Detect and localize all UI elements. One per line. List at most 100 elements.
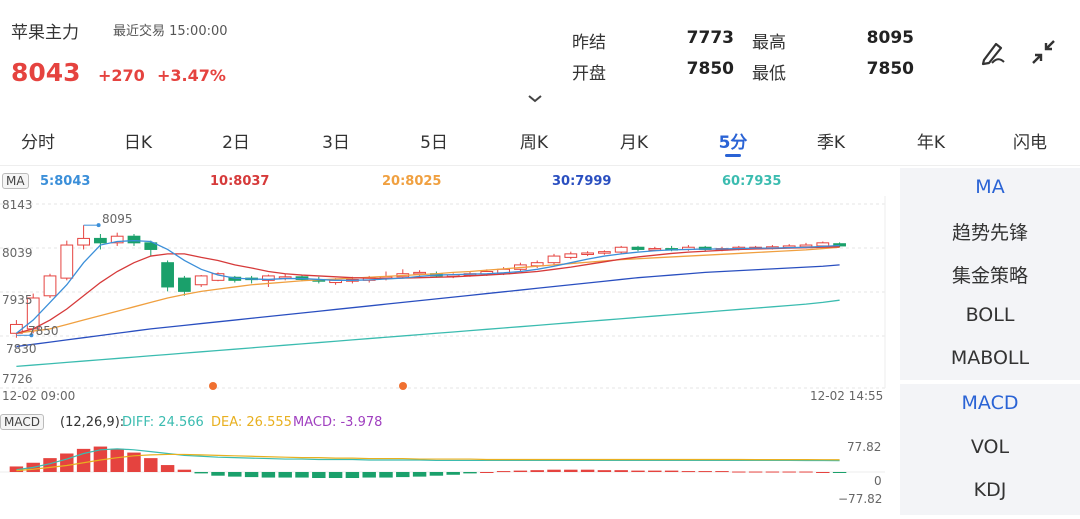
price-change: +270 bbox=[98, 66, 145, 85]
candle-body-3 bbox=[60, 244, 74, 279]
tab-1[interactable]: 日K bbox=[123, 133, 153, 153]
macd-bar-6 bbox=[110, 448, 124, 472]
candle-body-15 bbox=[262, 275, 275, 281]
side-divider bbox=[900, 380, 1080, 384]
macd-bar-7 bbox=[127, 452, 141, 472]
macd-bar-8 bbox=[144, 458, 158, 472]
high-value: 8095 bbox=[866, 28, 914, 48]
tab-5[interactable]: 周K bbox=[519, 133, 549, 153]
price-axis-low: 7935 bbox=[2, 293, 33, 307]
macd-bar-15 bbox=[261, 472, 276, 478]
ma-indicator-tag[interactable]: MA bbox=[2, 173, 29, 189]
tab-8[interactable]: 季K bbox=[816, 133, 846, 153]
macd-bar-13 bbox=[228, 472, 242, 477]
macd-bar-40 bbox=[681, 471, 696, 473]
candle-body-36 bbox=[614, 246, 628, 253]
kline-chart[interactable] bbox=[0, 168, 900, 515]
macd-axis-bottom: −77.82 bbox=[838, 492, 883, 506]
macd-axis-zero: 0 bbox=[874, 474, 882, 488]
candle-body-32 bbox=[547, 255, 561, 264]
side-item-maboll[interactable]: MABOLL bbox=[950, 347, 1030, 369]
collapse-icon[interactable] bbox=[1028, 36, 1060, 68]
tab-6[interactable]: 月K bbox=[619, 133, 649, 153]
time-axis-start: 12-02 09:00 bbox=[2, 389, 76, 403]
high-label: 最高 bbox=[752, 33, 786, 53]
indicator-side-menu: MA 趋势先锋集金策略 BOLL MABOLL MACD VOL KDJ bbox=[900, 168, 1080, 515]
candle-body-4 bbox=[77, 237, 90, 246]
macd-bar-45 bbox=[765, 471, 780, 473]
macd-bar-36 bbox=[614, 470, 628, 472]
divider bbox=[0, 165, 1080, 166]
macd-bar-44 bbox=[748, 471, 763, 473]
high-marker-dot bbox=[96, 223, 101, 228]
macd-axis-top: 77.82 bbox=[847, 440, 882, 454]
low-marker-label: 7850 bbox=[28, 324, 59, 338]
candle-body-2 bbox=[43, 275, 57, 297]
macd-bar-14 bbox=[244, 472, 259, 478]
kline-chart-svg[interactable] bbox=[0, 168, 900, 515]
side-item-vol[interactable]: VOL bbox=[970, 436, 1010, 458]
event-dot-2 bbox=[399, 382, 407, 390]
side-item-集金策略[interactable]: 集金策略 bbox=[951, 265, 1028, 287]
macd-bar-28 bbox=[480, 472, 494, 473]
ma10-line bbox=[16, 246, 840, 334]
ma60-line bbox=[16, 299, 840, 368]
recent-trade-time: 最近交易 15:00:00 bbox=[113, 24, 228, 39]
ma30-value: 30:7999 bbox=[552, 174, 612, 189]
macd-bar-29 bbox=[496, 471, 511, 473]
price-axis-top: 8143 bbox=[2, 198, 33, 212]
tab-0[interactable]: 分时 bbox=[21, 133, 55, 153]
draw-pen-icon[interactable] bbox=[978, 36, 1010, 68]
side-item-趋势先锋[interactable]: 趋势先锋 bbox=[951, 222, 1028, 244]
ma30-line bbox=[16, 264, 840, 348]
macd-bar-49 bbox=[832, 472, 847, 473]
low-label: 最低 bbox=[752, 64, 786, 84]
price-axis-bottom: 7726 bbox=[2, 372, 33, 386]
side-item-kdj[interactable]: KDJ bbox=[973, 479, 1007, 501]
low-marker-2: 7830 bbox=[6, 342, 37, 356]
ma10-value: 10:8037 bbox=[210, 174, 270, 189]
macd-bar-32 bbox=[547, 469, 561, 472]
candle-body-37 bbox=[631, 246, 645, 250]
open-value: 7850 bbox=[686, 59, 734, 79]
ma5-line bbox=[15, 239, 840, 334]
side-item-boll[interactable]: BOLL bbox=[965, 304, 1015, 326]
macd-bar-20 bbox=[345, 472, 360, 479]
macd-indicator-tag[interactable]: MACD bbox=[0, 414, 44, 430]
ma20-line bbox=[16, 246, 840, 334]
price-change-pct: +3.47% bbox=[157, 66, 226, 85]
macd-bar-16 bbox=[278, 472, 292, 478]
tab-10[interactable]: 闪电 bbox=[1013, 133, 1047, 153]
macd-diff-value: DIFF: 24.566 bbox=[122, 415, 204, 430]
macd-bar-35 bbox=[597, 470, 612, 472]
prev-settle-label: 昨结 bbox=[572, 33, 606, 53]
side-item-ma[interactable]: MA bbox=[975, 176, 1005, 198]
tab-3[interactable]: 3日 bbox=[322, 133, 350, 153]
macd-bar-33 bbox=[564, 469, 578, 472]
macd-bar-26 bbox=[446, 472, 460, 475]
candle-body-8 bbox=[144, 242, 158, 250]
candle-body-11 bbox=[194, 275, 208, 286]
macd-bar-39 bbox=[664, 470, 679, 472]
macd-bar-23 bbox=[396, 472, 410, 478]
chevron-down-icon[interactable] bbox=[528, 88, 542, 107]
side-item-macd[interactable]: MACD bbox=[961, 392, 1019, 414]
macd-dea-value: DEA: 26.555 bbox=[211, 415, 292, 430]
macd-bar-22 bbox=[379, 472, 393, 478]
candle-body-33 bbox=[564, 253, 578, 258]
macd-bar-5 bbox=[93, 446, 108, 472]
ma5-value: 5:8043 bbox=[40, 174, 91, 189]
low-value: 7850 bbox=[866, 59, 914, 79]
macd-bar-17 bbox=[295, 472, 309, 478]
macd-params: (12,26,9): bbox=[60, 415, 125, 430]
tab-7[interactable]: 5分 bbox=[718, 133, 748, 153]
tab-4[interactable]: 5日 bbox=[420, 133, 448, 153]
macd-bar-37 bbox=[631, 470, 645, 472]
macd-bar-11 bbox=[194, 472, 208, 474]
low-marker-dot bbox=[29, 333, 34, 338]
macd-bar-48 bbox=[816, 472, 830, 473]
macd-bar-10 bbox=[177, 469, 192, 472]
candle-body-34 bbox=[581, 252, 594, 255]
tab-9[interactable]: 年K bbox=[916, 133, 946, 153]
tab-2[interactable]: 2日 bbox=[222, 133, 250, 153]
